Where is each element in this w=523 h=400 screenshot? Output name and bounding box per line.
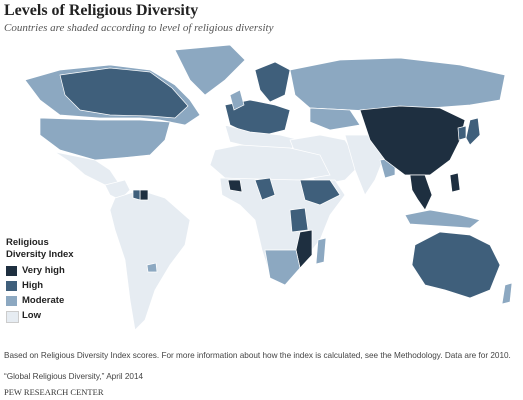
tanzania bbox=[289, 207, 309, 233]
footer: PEW RESEARCH CENTER bbox=[4, 387, 104, 397]
legend-swatch bbox=[6, 311, 19, 323]
source: “Global Religious Diversity,” April 2014 bbox=[4, 372, 144, 381]
north-africa bbox=[209, 144, 331, 181]
legend-label: Low bbox=[22, 310, 41, 321]
southeast-asia bbox=[409, 174, 433, 211]
legend-label: Very high bbox=[22, 265, 65, 276]
suriname bbox=[139, 189, 149, 201]
guyana bbox=[132, 189, 141, 201]
east-africa bbox=[299, 179, 341, 206]
madagascar bbox=[315, 237, 327, 265]
indonesia bbox=[404, 209, 481, 229]
china bbox=[359, 105, 466, 176]
japan bbox=[465, 117, 481, 146]
southern-africa bbox=[264, 249, 301, 286]
korea bbox=[457, 125, 467, 141]
uk bbox=[229, 89, 245, 111]
subtitle: Countries are shaded according to level … bbox=[4, 22, 274, 34]
legend-swatch bbox=[6, 296, 17, 306]
greenland bbox=[174, 44, 246, 96]
world-map bbox=[24, 44, 513, 331]
philippines bbox=[449, 172, 461, 193]
canada-east bbox=[59, 67, 189, 119]
note: Based on Religious Diversity Index score… bbox=[4, 351, 511, 360]
legend-title: Religious Diversity Index bbox=[6, 237, 74, 260]
scandinavia bbox=[254, 61, 291, 103]
kazakhstan bbox=[309, 107, 361, 131]
australia bbox=[411, 231, 501, 299]
legend-label: Moderate bbox=[22, 295, 65, 306]
uruguay bbox=[146, 262, 158, 273]
mozambique bbox=[295, 229, 313, 269]
legend-swatch bbox=[6, 266, 17, 276]
russia bbox=[289, 57, 506, 113]
new-zealand bbox=[501, 282, 513, 305]
south-america bbox=[109, 189, 191, 331]
western-europe bbox=[224, 99, 291, 136]
legend-label: High bbox=[22, 280, 44, 291]
title: Levels of Religious Diversity bbox=[4, 2, 199, 19]
west-africa bbox=[227, 179, 243, 193]
nigeria-cameroon bbox=[254, 177, 276, 201]
legend-swatch bbox=[6, 281, 17, 291]
usa bbox=[39, 117, 171, 161]
